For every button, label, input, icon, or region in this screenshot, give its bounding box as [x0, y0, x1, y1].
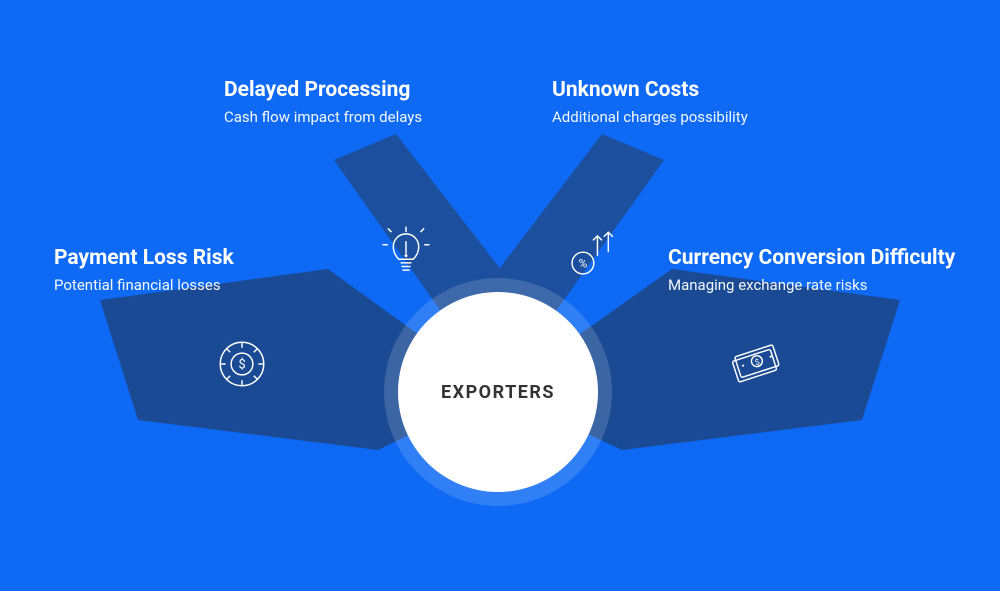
- label-subtitle: Potential financial losses: [54, 276, 234, 294]
- label-delayed-processing: Delayed Processing Cash flow impact from…: [224, 78, 422, 126]
- label-title: Payment Loss Risk: [54, 246, 234, 270]
- center-label: EXPORTERS: [441, 382, 555, 403]
- label-payment-loss: Payment Loss Risk Potential financial lo…: [54, 246, 234, 294]
- label-subtitle: Additional charges possibility: [552, 108, 748, 126]
- infographic-canvas: $ %: [0, 0, 1000, 591]
- svg-text:%: %: [579, 257, 588, 271]
- label-subtitle: Cash flow impact from delays: [224, 108, 422, 126]
- percent-arrows-icon: %: [560, 222, 624, 286]
- svg-text:$: $: [238, 358, 245, 373]
- lightbulb-icon: [374, 220, 438, 284]
- coin-dollar-icon: $: [210, 332, 274, 396]
- label-unknown-costs: Unknown Costs Additional charges possibi…: [552, 78, 748, 126]
- label-subtitle: Managing exchange rate risks: [668, 276, 955, 294]
- label-title: Delayed Processing: [224, 78, 422, 102]
- center-circle: EXPORTERS: [398, 292, 598, 492]
- label-title: Unknown Costs: [552, 78, 748, 102]
- label-currency-conversion: Currency Conversion Difficulty Managing …: [668, 246, 955, 294]
- label-title: Currency Conversion Difficulty: [668, 246, 955, 270]
